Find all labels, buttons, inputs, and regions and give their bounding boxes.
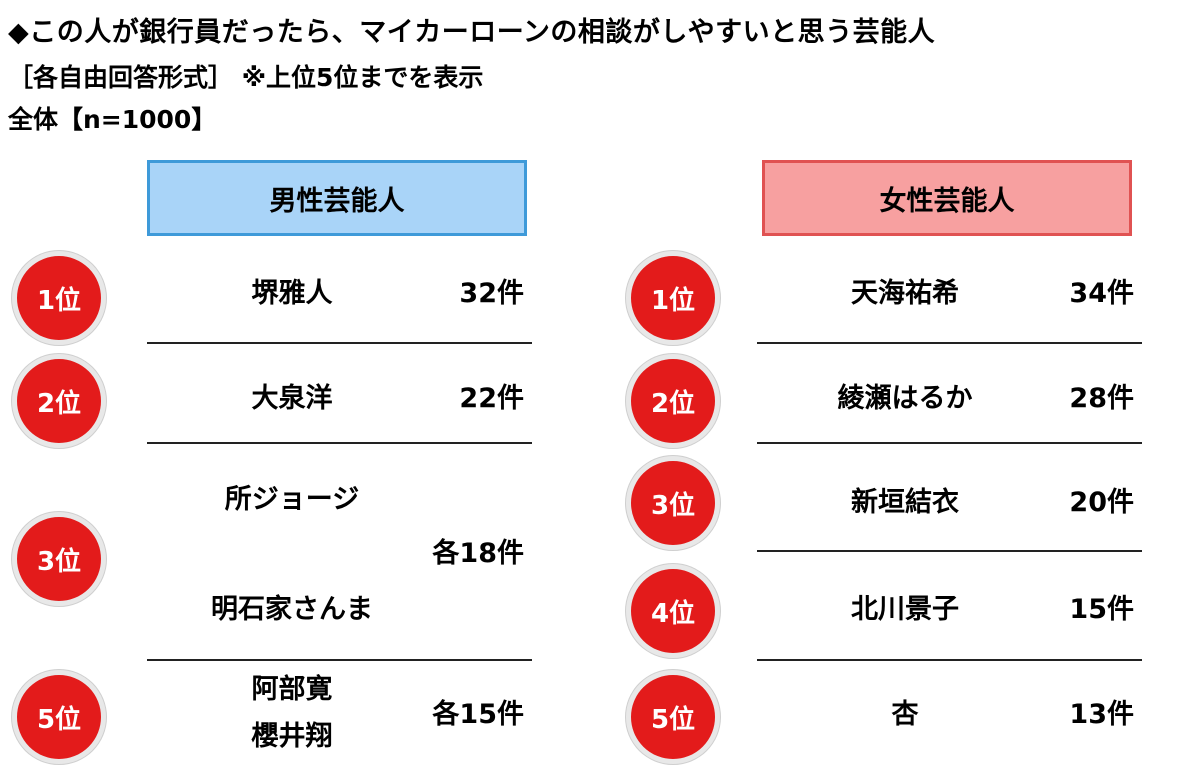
- celebrity-name: 堺雅人: [251, 278, 333, 309]
- vote-count: 20件: [1069, 487, 1134, 518]
- rank-badge: 4位: [626, 564, 720, 658]
- female-column-header: 女性芸能人: [762, 160, 1132, 236]
- rank-badge: 5位: [626, 670, 720, 764]
- rank-badge: 5位: [12, 670, 106, 764]
- rank-badge: 3位: [12, 512, 106, 606]
- vote-count: 34件: [1069, 278, 1134, 309]
- vote-count: 各18件: [432, 538, 524, 569]
- row-divider: [757, 342, 1142, 344]
- celebrity-name: 明石家さんま: [211, 594, 373, 625]
- celebrity-name: 新垣結衣: [851, 487, 959, 518]
- sample-size: 全体【n=1000】: [8, 105, 217, 134]
- vote-count: 22件: [459, 383, 524, 414]
- vote-count: 13件: [1069, 699, 1134, 730]
- page-subtitle: ［各自由回答形式］ ※上位5位までを表示: [8, 63, 484, 92]
- rank-badge: 3位: [626, 456, 720, 550]
- rank-badge: 1位: [12, 251, 106, 345]
- celebrity-name: 天海祐希: [851, 278, 959, 309]
- row-divider: [757, 550, 1142, 552]
- row-divider: [757, 659, 1142, 661]
- celebrity-name: 杏: [891, 699, 919, 730]
- celebrity-name: 所ジョージ: [224, 484, 360, 515]
- vote-count: 32件: [459, 278, 524, 309]
- page-title: ◆この人が銀行員だったら、マイカーローンの相談がしやすいと思う芸能人: [8, 17, 936, 48]
- row-divider: [757, 442, 1142, 444]
- vote-count: 28件: [1069, 383, 1134, 414]
- male-column-header: 男性芸能人: [147, 160, 527, 236]
- celebrity-name: 櫻井翔: [251, 721, 333, 752]
- row-divider: [147, 442, 532, 444]
- celebrity-name: 大泉洋: [251, 383, 333, 414]
- celebrity-name: 阿部寛: [251, 674, 333, 705]
- rank-badge: 1位: [626, 251, 720, 345]
- rank-badge: 2位: [12, 354, 106, 448]
- vote-count: 15件: [1069, 594, 1134, 625]
- celebrity-name: 北川景子: [851, 594, 959, 625]
- celebrity-name: 綾瀬はるか: [837, 383, 973, 414]
- row-divider: [147, 342, 532, 344]
- row-divider: [147, 659, 532, 661]
- vote-count: 各15件: [432, 699, 524, 730]
- rank-badge: 2位: [626, 354, 720, 448]
